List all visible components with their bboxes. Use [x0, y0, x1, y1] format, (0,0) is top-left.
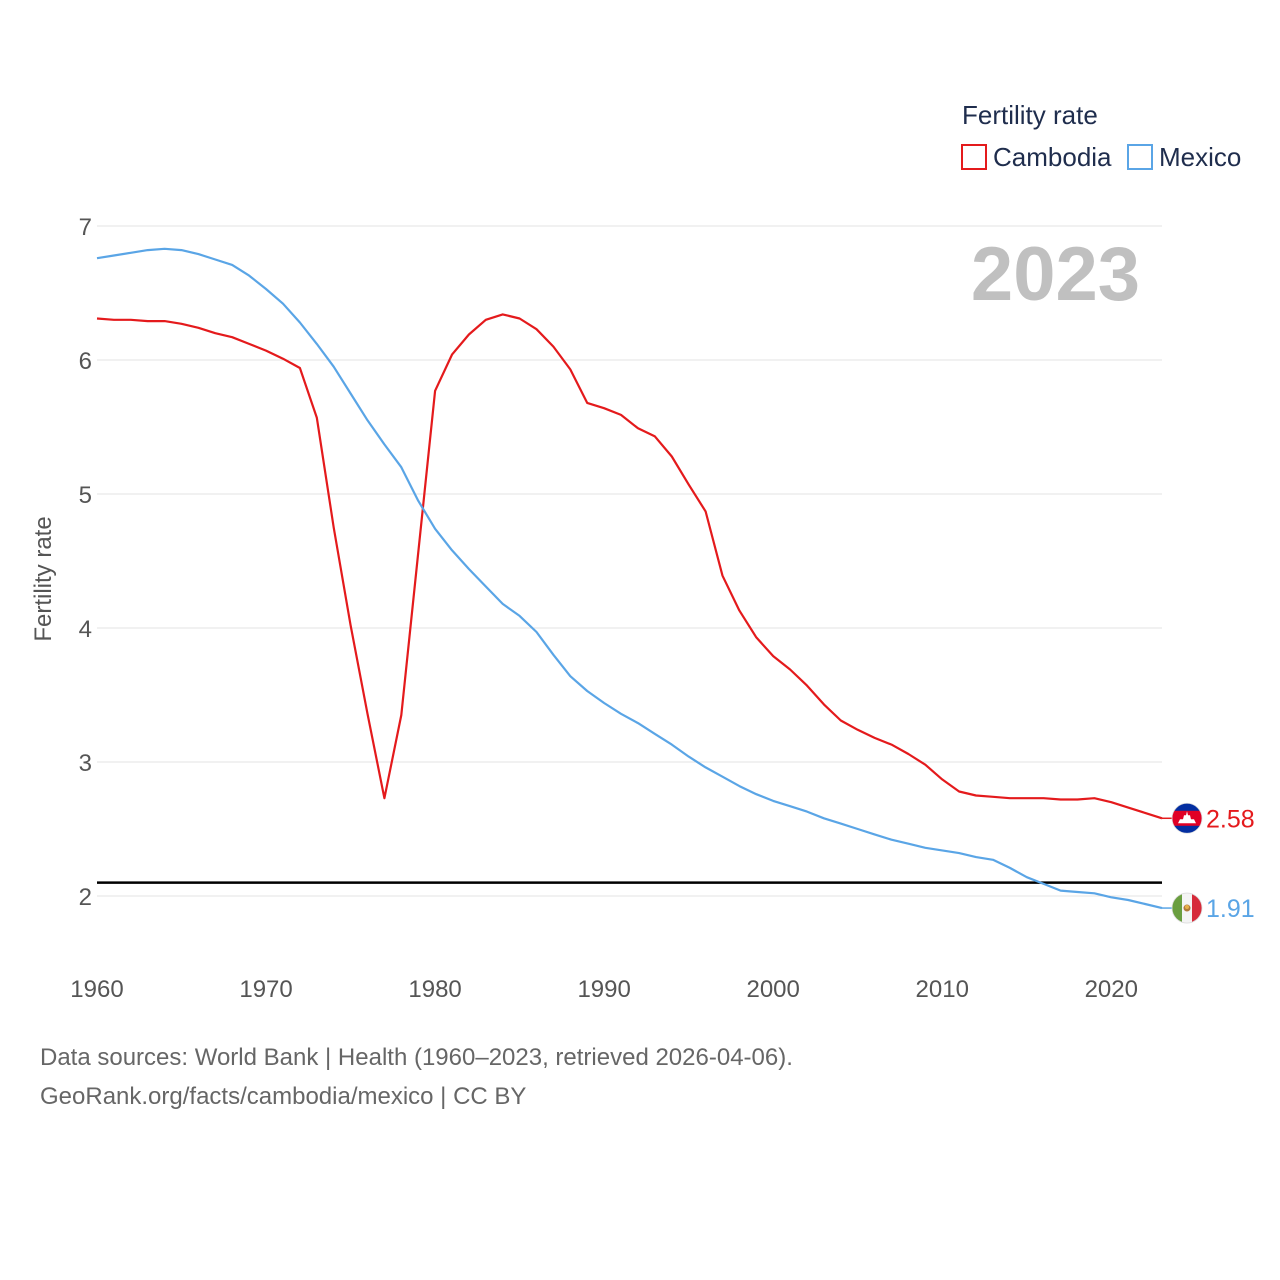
series-line-cambodia	[96, 313, 1163, 820]
legend: Cambodia Mexico	[961, 142, 1241, 172]
y-tick-label: 6	[79, 348, 92, 375]
y-tick-label: 7	[79, 214, 92, 241]
x-axis-ticks: 1960 1970 1980 1990 2000 2010 2020	[70, 976, 1138, 1003]
gridlines	[97, 225, 1162, 897]
legend-label: Mexico	[1159, 142, 1241, 172]
x-tick-label: 1960	[70, 976, 123, 1003]
source-line: Data sources: World Bank | Health (1960–…	[40, 1044, 793, 1071]
x-tick-label: 1970	[239, 976, 292, 1003]
x-tick-label: 1980	[408, 976, 461, 1003]
legend-item-cambodia[interactable]: Cambodia	[961, 142, 1112, 172]
series-end-labels: 2.58 1.91	[1162, 802, 1255, 924]
legend-title: Fertility rate	[962, 100, 1098, 130]
legend-swatch	[1127, 144, 1153, 170]
cambodia-flag-icon	[1171, 802, 1203, 834]
legend-label: Cambodia	[993, 142, 1112, 172]
y-axis-ticks: 2 3 4 5 6 7	[79, 214, 92, 911]
year-label: 2023	[971, 232, 1140, 317]
end-value-cambodia: 2.58	[1206, 805, 1255, 833]
x-tick-label: 2010	[916, 976, 969, 1003]
x-tick-label: 2000	[746, 976, 799, 1003]
x-tick-label: 1990	[577, 976, 630, 1003]
y-tick-label: 2	[79, 884, 92, 911]
y-tick-label: 3	[79, 750, 92, 777]
mexico-flag-icon	[1171, 892, 1203, 924]
legend-item-mexico[interactable]: Mexico	[1127, 142, 1241, 172]
source-link[interactable]: GeoRank.org/facts/cambodia/mexico | CC B…	[40, 1083, 527, 1110]
legend-swatch	[961, 144, 987, 170]
y-axis-title: Fertility rate	[30, 516, 57, 641]
end-value-mexico: 1.91	[1206, 895, 1255, 923]
series-line-mexico	[96, 247, 1163, 910]
series-lines	[96, 247, 1163, 910]
y-tick-label: 5	[79, 482, 92, 509]
x-tick-label: 2020	[1085, 976, 1138, 1003]
y-tick-label: 4	[79, 616, 92, 643]
